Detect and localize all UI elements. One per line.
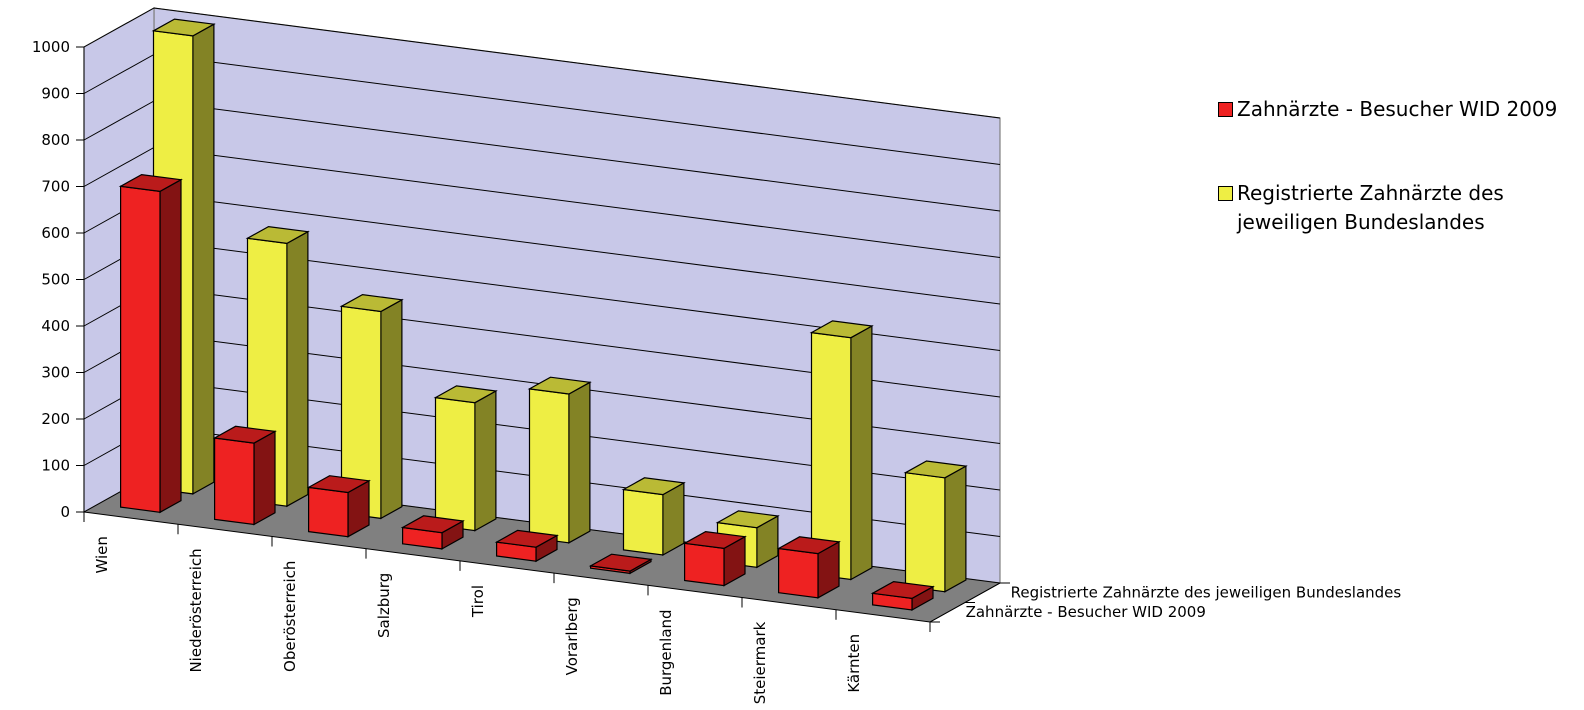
x-tick-label: Steiermark	[751, 621, 769, 704]
bar-registrierte-7	[809, 320, 874, 581]
y-tick-label: 600	[41, 224, 70, 242]
y-tick-label: 0	[60, 503, 70, 521]
x-tick-label: Oberösterreich	[281, 561, 299, 672]
legend-swatch-red	[1218, 102, 1233, 117]
legend-label-registrierte: Registrierte Zahnärzte des jeweiligen Bu…	[1237, 181, 1504, 234]
bar-besucher-6	[682, 530, 747, 587]
bar-besucher-0	[118, 173, 183, 514]
x-tick-label: Wien	[93, 536, 111, 573]
bar-besucher-4	[494, 529, 559, 563]
legend: Zahnärzte - Besucher WID 2009 Registrier…	[1218, 97, 1584, 237]
y-tick-label: 100	[41, 457, 70, 475]
legend-swatch-yellow	[1218, 186, 1233, 201]
depth-label-besucher: Zahnärzte - Besucher WID 2009	[966, 603, 1206, 621]
bar-registrierte-4	[527, 376, 592, 544]
legend-label-besucher: Zahnärzte - Besucher WID 2009	[1237, 97, 1558, 121]
x-tick-label: Burgenland	[657, 609, 675, 695]
bar-besucher-7	[776, 536, 841, 599]
legend-item-registrierte: Registrierte Zahnärzte des jeweiligen Bu…	[1218, 181, 1584, 237]
bar-registrierte-8	[903, 460, 968, 593]
y-tick-label: 300	[41, 364, 70, 382]
y-tick-label: 400	[41, 317, 70, 335]
y-tick-label: 700	[41, 178, 70, 196]
bar-besucher-8	[870, 580, 935, 612]
x-tick-label: Tirol	[469, 585, 487, 618]
bar-registrierte-2	[339, 293, 404, 520]
bar-besucher-1	[212, 425, 277, 526]
y-tick-label: 800	[41, 131, 70, 149]
y-tick-label: 500	[41, 271, 70, 289]
y-tick-label: 900	[41, 85, 70, 103]
bar-besucher-2	[306, 475, 371, 538]
bar-registrierte-3	[433, 385, 498, 532]
depth-label-registrierte: Registrierte Zahnärzte des jeweiligen Bu…	[1011, 584, 1402, 602]
legend-item-besucher: Zahnärzte - Besucher WID 2009	[1218, 97, 1584, 124]
x-tick-label: Salzburg	[375, 573, 393, 638]
bar-besucher-3	[400, 515, 465, 550]
x-tick-label: Niederösterreich	[187, 548, 205, 672]
x-tick-label: Vorarlberg	[563, 597, 581, 675]
x-tick-label: Kärnten	[845, 634, 863, 693]
gridline	[83, 7, 1001, 119]
y-tick-label: 200	[41, 410, 70, 428]
bar-registrierte-5	[621, 477, 686, 557]
bar-besucher-5	[588, 553, 653, 575]
y-tick-label: 1000	[32, 38, 70, 56]
